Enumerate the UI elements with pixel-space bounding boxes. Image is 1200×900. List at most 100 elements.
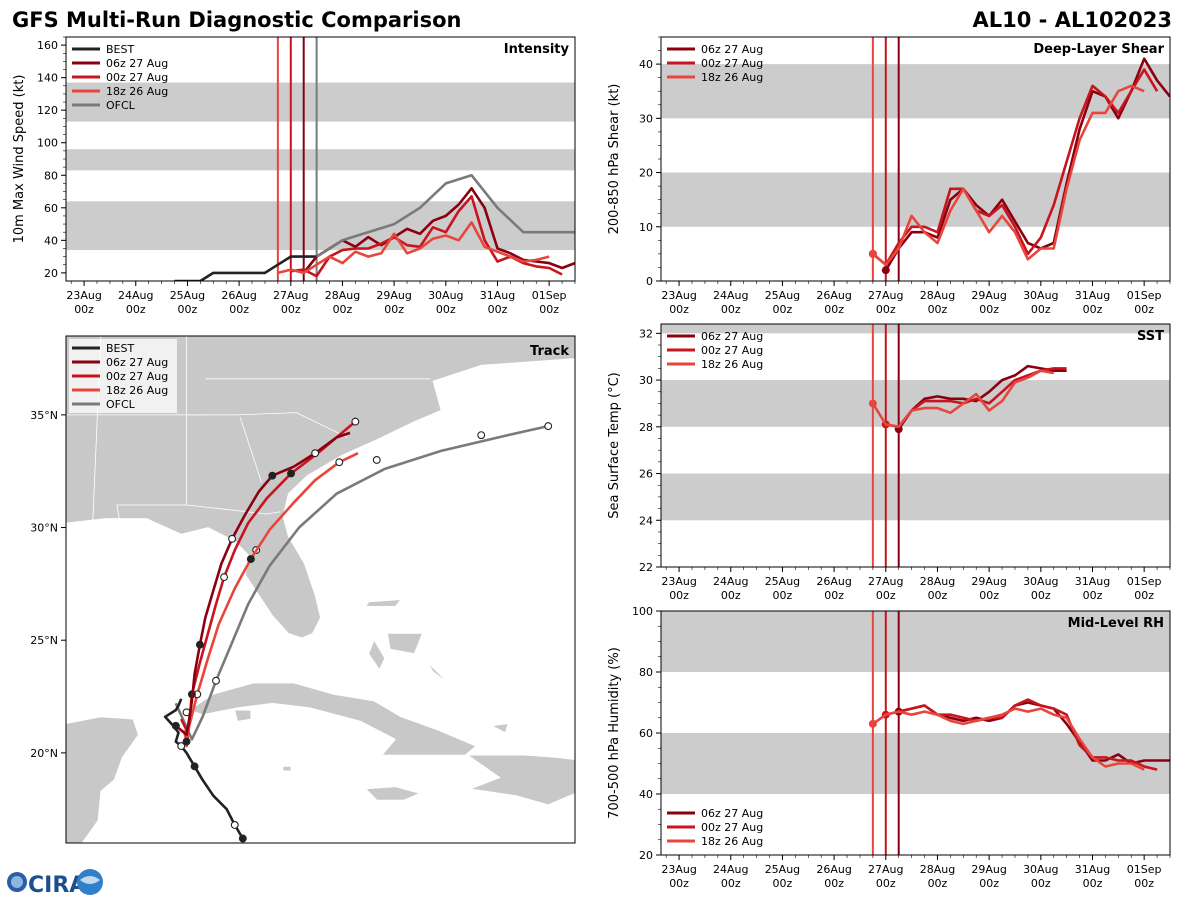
x-tick-label-hour: 00z — [1134, 303, 1154, 316]
y-tick-label: 40 — [639, 58, 653, 71]
y-tick-label: 40 — [44, 234, 58, 247]
x-tick-label-hour: 00z — [669, 589, 689, 602]
x-tick-label-hour: 00z — [1031, 303, 1051, 316]
x-tick-label-hour: 00z — [1031, 589, 1051, 602]
x-tick-label-date: 30Aug — [1023, 289, 1058, 302]
track-point-best — [190, 762, 199, 771]
x-tick-label-date: 28Aug — [920, 575, 955, 588]
x-tick-label-date: 28Aug — [920, 289, 955, 302]
series-line-18z-26-aug — [872, 707, 1145, 771]
legend-label-ofcl: OFCL — [106, 99, 136, 112]
y-tick-label: 100 — [632, 605, 653, 618]
threshold-band — [661, 324, 1170, 334]
sst-panel: 22242628303223Aug00z24Aug00z25Aug00z26Au… — [607, 323, 1171, 602]
plot-frame — [660, 323, 1171, 568]
x-tick-label-hour: 00z — [824, 303, 844, 316]
x-tick-label-date: 23Aug — [66, 289, 101, 302]
y-tick-label: 30 — [639, 112, 653, 125]
lat-tick-label: 35°N — [30, 409, 58, 422]
legend-label-18z-26-aug: 18z 26 Aug — [106, 384, 168, 397]
y-axis-label: 10m Max Wind Speed (kt) — [12, 75, 27, 244]
lat-tick-label: 20°N — [30, 747, 58, 760]
cayman-island — [282, 766, 292, 772]
shear-panel: 01020304023Aug00z24Aug00z25Aug00z26Aug00… — [607, 36, 1171, 316]
x-tick-label-date: 30Aug — [428, 289, 463, 302]
legend-label-06z-27-aug: 06z 27 Aug — [106, 57, 168, 70]
x-tick-label-hour: 00z — [876, 589, 896, 602]
panel-title: SST — [1137, 329, 1164, 344]
legend-label-18z-26-aug: 18z 26 Aug — [701, 71, 763, 84]
x-tick-label-date: 27Aug — [868, 575, 903, 588]
series-group — [868, 364, 1067, 434]
panel-title: Intensity — [504, 42, 570, 57]
track-point-ofcl — [544, 422, 553, 431]
x-tick-label-date: 25Aug — [170, 289, 205, 302]
x-tick-label-date: 26Aug — [816, 863, 851, 876]
isla-juventud-land — [234, 709, 252, 722]
legend-label-06z-27-aug: 06z 27 Aug — [701, 807, 763, 820]
yucatan-land — [66, 716, 139, 843]
bahamas-island — [427, 662, 455, 688]
state-border — [186, 504, 281, 515]
threshold-band — [661, 733, 1170, 794]
bahamas-island — [387, 633, 423, 655]
x-tick-label-date: 31Aug — [1075, 575, 1110, 588]
track-point-ofcl — [477, 431, 486, 440]
track-point-best — [238, 834, 247, 843]
bahamas-island — [490, 723, 509, 734]
threshold-band — [661, 172, 1170, 227]
x-tick-label-hour: 00z — [1031, 877, 1051, 890]
x-tick-label-hour: 00z — [281, 303, 301, 316]
series-group — [868, 698, 1170, 771]
y-axis-label: 700-500 hPa Humidity (%) — [607, 647, 622, 819]
legend-label-06z-27-aug: 06z 27 Aug — [701, 43, 763, 56]
x-tick-label-hour: 00z — [928, 589, 948, 602]
legend-label-18z-26-aug: 18z 26 Aug — [701, 358, 763, 371]
x-tick-label-hour: 00z — [1134, 589, 1154, 602]
y-tick-label: 40 — [639, 788, 653, 801]
x-tick-label-hour: 00z — [1134, 877, 1154, 890]
x-tick-label-hour: 00z — [824, 877, 844, 890]
cira-logo: CIRA — [7, 869, 103, 898]
logo-swirl-mark-icon — [80, 876, 100, 884]
series-line-06z-27-aug — [897, 364, 1067, 430]
x-tick-label-hour: 00z — [979, 589, 999, 602]
legend-label-00z-27-aug: 00z 27 Aug — [701, 821, 763, 834]
x-tick-label-date: 27Aug — [868, 863, 903, 876]
track-point-06z-27-aug — [195, 640, 204, 649]
x-tick-label-hour: 00z — [539, 303, 559, 316]
threshold-band — [661, 611, 1170, 672]
bahamas-island — [368, 639, 386, 671]
track-point-00z-27-aug — [220, 573, 229, 582]
hispaniola-land — [466, 754, 575, 806]
x-tick-label-date: 29Aug — [971, 575, 1006, 588]
track-point-18z-26-aug — [182, 737, 191, 746]
x-tick-label-date: 25Aug — [765, 289, 800, 302]
threshold-band — [66, 149, 575, 171]
series-line-18z-26-aug — [872, 84, 1145, 267]
x-tick-label-date: 28Aug — [920, 863, 955, 876]
y-tick-label: 20 — [639, 849, 653, 862]
map-frame — [65, 335, 576, 844]
x-tick-label-hour: 00z — [669, 877, 689, 890]
y-tick-label: 22 — [639, 561, 653, 574]
legend-label-18z-26-aug: 18z 26 Aug — [106, 85, 168, 98]
x-tick-label-hour: 00z — [74, 303, 94, 316]
y-tick-label: 30 — [639, 374, 653, 387]
x-tick-label-date: 24Aug — [713, 575, 748, 588]
x-tick-label-hour: 00z — [721, 589, 741, 602]
x-tick-label-hour: 00z — [928, 303, 948, 316]
x-tick-label-date: 26Aug — [221, 289, 256, 302]
track-point-best — [171, 721, 180, 730]
x-tick-label-date: 29Aug — [971, 863, 1006, 876]
series-line-00z-27-aug — [885, 698, 1158, 771]
panel-title: Track — [530, 344, 569, 359]
map-land-group — [66, 336, 575, 843]
x-tick-label-date: 01Sep — [532, 289, 567, 302]
legend-label-06z-27-aug: 06z 27 Aug — [701, 330, 763, 343]
x-tick-label-hour: 00z — [384, 303, 404, 316]
threshold-band — [661, 380, 1170, 427]
bahamas-island — [365, 599, 402, 607]
x-tick-label-hour: 00z — [773, 877, 793, 890]
legend-label-best: BEST — [106, 342, 134, 355]
